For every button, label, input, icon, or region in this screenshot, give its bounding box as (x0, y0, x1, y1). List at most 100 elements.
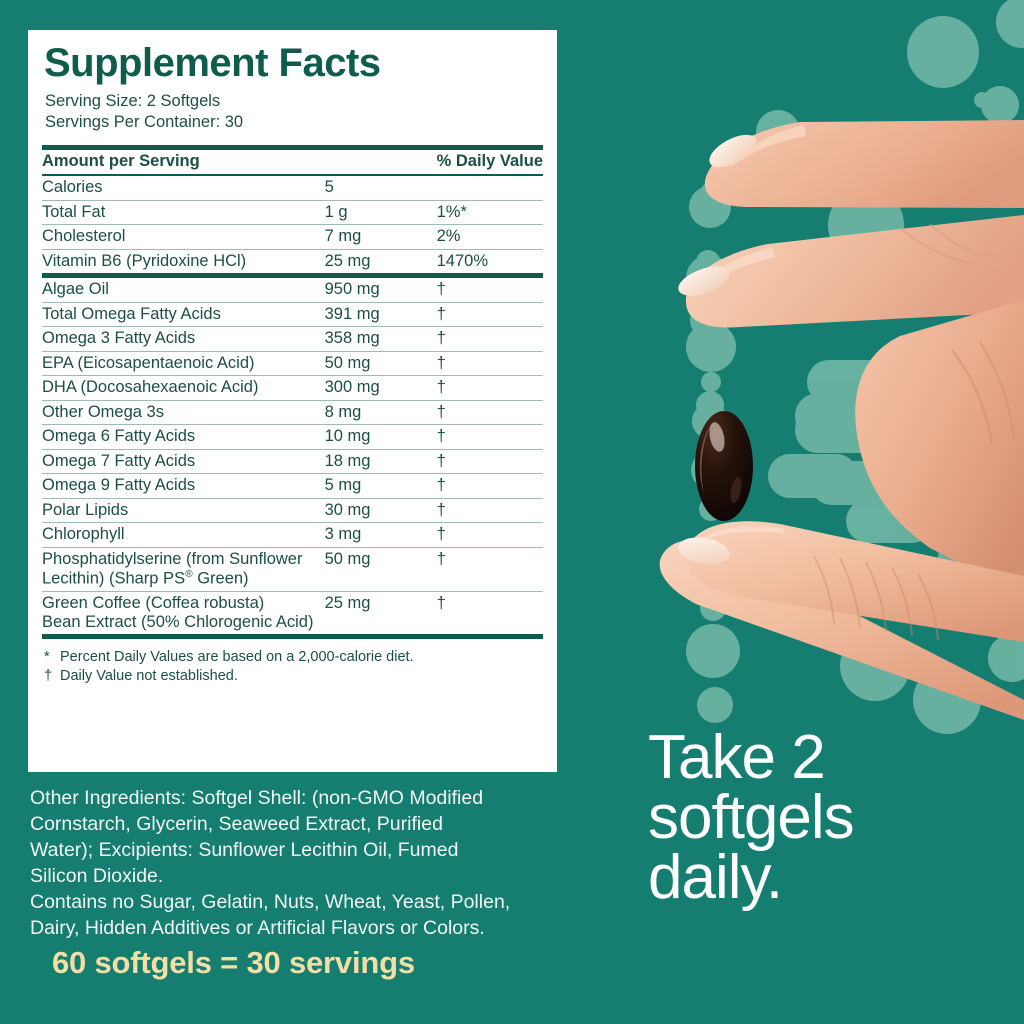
footnote-asterisk-text: Percent Daily Values are based on a 2,00… (60, 649, 414, 666)
divider-row (42, 173, 543, 177)
nutrient-amount: 3 mg (324, 522, 437, 548)
divider-row (42, 634, 543, 640)
table-row: EPA (Eicosapentaenoic Acid) 50 mg † (42, 350, 543, 376)
footnote-dagger-mark: † (44, 668, 53, 685)
contains-no-line: Dairy, Hidden Additives or Artificial Fl… (30, 916, 485, 939)
nutrient-amount: 10 mg (324, 424, 437, 450)
spacer-cell (325, 150, 437, 174)
footnote-dagger-text: Daily Value not established. (60, 668, 238, 685)
nutrient-daily-value: 2% (436, 224, 543, 250)
nutrient-daily-value: † (436, 522, 543, 548)
nutrient-name: Other Omega 3s (42, 399, 325, 425)
footnote-row: † Daily Value not established. (44, 667, 543, 686)
nutrient-amount: 18 mg (324, 448, 437, 474)
divider-medium (42, 173, 543, 177)
other-ingredients-line: Silicon Dioxide. (30, 864, 164, 887)
nutrient-name: Chlorophyll (42, 522, 325, 548)
table-row: Other Omega 3s 8 mg † (42, 399, 543, 425)
nutrient-name: Total Fat (42, 199, 325, 225)
table-row: Cholesterol 7 mg 2% (42, 224, 543, 250)
nutrient-daily-value: † (436, 350, 543, 376)
table-header-row: Amount per Serving % Daily Value (42, 150, 543, 174)
nutrient-amount: 25 mg (324, 248, 437, 274)
table-row: Omega 7 Fatty Acids 18 mg † (42, 448, 543, 474)
nutrient-name: Calories (42, 178, 103, 197)
nutrient-daily-value: † (436, 280, 446, 299)
nutrient-daily-value: † (436, 546, 543, 592)
nutrient-amount: 5 mg (324, 473, 437, 499)
footnotes: * Percent Daily Values are based on a 2,… (42, 639, 543, 686)
nutrient-daily-value: 1470% (436, 248, 543, 274)
nutrient-daily-value: † (436, 301, 543, 327)
table-row: Algae Oil 950 mg † (42, 278, 543, 302)
dosage-line-2: softgels (648, 783, 855, 853)
table-row: Omega 6 Fatty Acids 10 mg † (42, 424, 543, 450)
nutrient-amount: 50 mg (324, 350, 437, 376)
servings-per-container: Servings Per Container: 30 (45, 113, 244, 132)
other-ingredients-line: Other Ingredients: Softgel Shell: (non-G… (30, 787, 484, 809)
column-header-amount: Amount per Serving (42, 152, 200, 171)
nutrition-facts-table: Amount per Serving % Daily Value Calories 5… (42, 150, 543, 640)
dosage-line-1: Take 2 (648, 723, 826, 792)
nutrient-amount: 50 mg (324, 546, 437, 592)
nutrient-name: Omega 3 Fatty Acids (42, 326, 325, 352)
nutrient-amount: 25 mg (324, 590, 437, 635)
nutrient-name: Omega 6 Fatty Acids (42, 424, 325, 450)
nutrient-daily-value: † (436, 399, 543, 425)
nutrient-daily-value: † (436, 497, 543, 523)
nutrient-amount: 30 mg (324, 497, 437, 523)
nutrient-amount: 8 mg (324, 399, 437, 425)
serving-info: Serving Size: 2 Softgels Servings Per Co… (42, 91, 543, 133)
table-row: Total Omega Fatty Acids 391 mg † (42, 301, 543, 327)
dosage-line-3: daily. (648, 843, 783, 913)
nutrient-name: Phosphatidylserine (from Sunflower Lecith… (42, 546, 325, 592)
contains-no-line: Contains no Sugar, Gelatin, Nuts, Wheat,… (30, 890, 511, 913)
table-row: DHA (Docosahexaenoic Acid) 300 mg † (42, 375, 543, 401)
nutrient-amount: 358 mg (324, 326, 437, 352)
table-row: Chlorophyll 3 mg † (42, 522, 543, 548)
column-header-daily-value: % Daily Value (436, 152, 543, 171)
nutrient-amount: 1 g (324, 199, 437, 225)
hand-holding-softgel-photo (659, 120, 1024, 720)
nutrient-name: Vitamin B6 (Pyridoxine HCl) (42, 248, 325, 274)
nutrient-daily-value: † (436, 473, 543, 499)
nutrient-daily-value: † (436, 375, 543, 401)
nutrient-name: EPA (Eicosapentaenoic Acid) (42, 350, 325, 376)
nutrient-name: Green Coffee (Coffea robusta) Bean Extrac… (42, 590, 325, 635)
table-row: Vitamin B6 (Pyridoxine HCl) 25 mg 1470% (42, 248, 543, 274)
nutrient-name: Cholesterol (42, 224, 325, 250)
nutrient-name: Omega 7 Fatty Acids (42, 448, 325, 474)
table-row: Polar Lipids 30 mg † (42, 497, 543, 523)
footnote-row: * Percent Daily Values are based on a 2,… (44, 648, 543, 667)
nutrient-amount: 7 mg (324, 224, 437, 250)
other-ingredients-line: Water); Excipients: Sunflower Lecithin O… (30, 838, 459, 861)
divider-thick-bottom (42, 634, 543, 640)
nutrient-name: DHA (Docosahexaenoic Acid) (42, 375, 325, 401)
nutrient-amount: 391 mg (324, 301, 437, 327)
nutrient-daily-value: † (436, 448, 543, 474)
softgel-count-line: 60 softgels = 30 servings (52, 945, 415, 980)
table-row: Phosphatidylserine (from Sunflower Lecith… (42, 546, 543, 592)
nutrient-daily-value (437, 176, 543, 200)
footnote-asterisk-mark: * (44, 649, 50, 666)
other-ingredients-block: Other Ingredients: Softgel Shell: (non-G… (30, 786, 590, 942)
serving-size: Serving Size: 2 Softgels (45, 92, 221, 110)
divider-row (42, 273, 543, 279)
nutrient-name: Total Omega Fatty Acids (42, 301, 325, 327)
nutrient-daily-value: † (436, 424, 543, 450)
nutrient-amount: 950 mg (324, 280, 380, 299)
nutrient-daily-value: † (436, 590, 543, 635)
divider-thick-top (42, 145, 543, 151)
table-row: Total Fat 1 g 1%* (42, 199, 543, 225)
table-row: Omega 3 Fatty Acids 358 mg † (42, 326, 543, 352)
nutrient-name: Polar Lipids (42, 497, 325, 523)
table-row: Green Coffee (Coffea robusta) Bean Extrac… (42, 590, 543, 635)
nutrient-daily-value: 1%* (436, 199, 543, 225)
other-ingredients-line: Cornstarch, Glycerin, Seaweed Extract, P… (30, 812, 443, 835)
nutrient-amount: 300 mg (324, 375, 437, 401)
dosage-callout: Take 2 softgels daily. (648, 723, 855, 913)
nutrient-daily-value: † (436, 326, 543, 352)
nutrient-name: Algae Oil (42, 280, 109, 299)
table-row: Calories 5 (42, 176, 543, 200)
nutrient-name: Omega 9 Fatty Acids (42, 473, 325, 499)
